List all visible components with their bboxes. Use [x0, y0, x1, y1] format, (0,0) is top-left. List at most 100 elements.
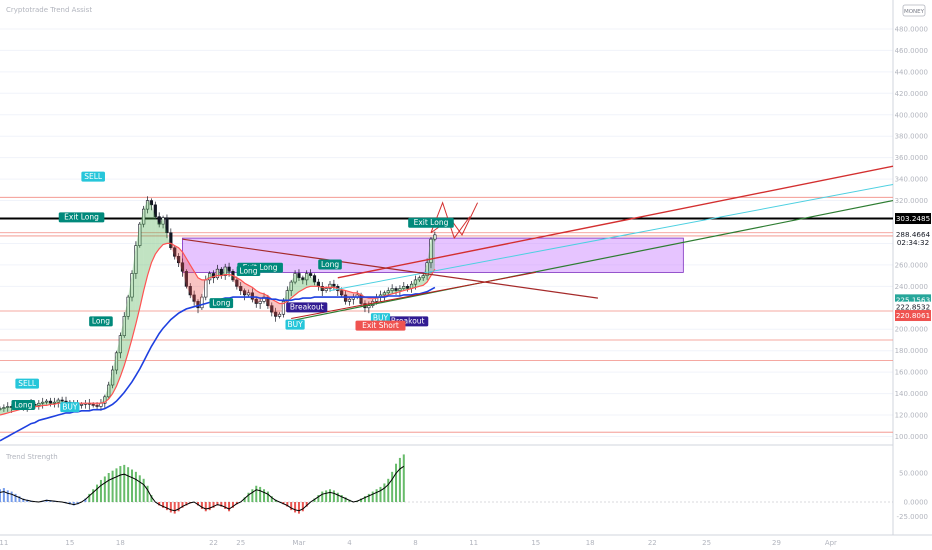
- y-tick-label: 180.0000: [895, 347, 928, 355]
- osc-bar: [150, 495, 153, 502]
- osc-bar: [255, 485, 258, 502]
- osc-bar: [391, 471, 394, 502]
- ribbon-segment: [151, 204, 156, 263]
- osc-signal-line: [0, 465, 405, 512]
- osc-bar: [266, 491, 269, 502]
- osc-bar: [363, 496, 366, 502]
- ribbon-segment: [271, 299, 276, 317]
- signal-long: [209, 298, 234, 309]
- ribbon-segment: [298, 277, 303, 292]
- candle-body: [180, 262, 185, 272]
- x-tick-label: Apr: [825, 539, 837, 547]
- signal-buy: [60, 402, 80, 413]
- candle-body: [169, 232, 173, 249]
- osc-bar: [344, 497, 347, 502]
- ribbon-segment: [236, 277, 241, 291]
- ribbon-segment: [275, 301, 280, 317]
- trendlines[interactable]: [182, 165, 894, 322]
- y-tick-label: 340.0000: [895, 176, 928, 184]
- ribbon-segment: [411, 279, 416, 289]
- osc-bar: [96, 484, 99, 502]
- candle-body: [293, 273, 297, 283]
- osc-bar: [212, 502, 215, 508]
- candle-body: [64, 400, 68, 403]
- osc-bar: [181, 502, 184, 508]
- red-ascending-trendline[interactable]: [291, 271, 536, 320]
- ribbon-segment: [112, 352, 117, 394]
- candle-body: [211, 273, 216, 279]
- candle-body: [274, 311, 278, 317]
- candle-body: [142, 208, 146, 225]
- candle-body: [161, 217, 165, 225]
- time-axis[interactable]: 11 15 18 22 25 Mar 4 8 11 15 18 22 25 29 Apr: [0, 539, 837, 547]
- x-tick-label: 25: [702, 539, 711, 547]
- signal-label: BUY: [62, 402, 78, 411]
- x-tick-label: 29: [772, 539, 781, 547]
- osc-bar: [26, 499, 29, 502]
- candle-body: [254, 298, 258, 304]
- x-tick-label: 25: [236, 539, 245, 547]
- oscillator-label: Trend Strength: [5, 453, 58, 461]
- ribbon-segment: [201, 279, 206, 298]
- ribbon-segment: [302, 273, 307, 290]
- signal-exit: [58, 212, 105, 223]
- price-tag-bg: [895, 228, 931, 240]
- x-tick-label: 4: [347, 539, 352, 547]
- candle-body: [398, 288, 402, 291]
- osc-bar: [336, 492, 339, 502]
- price-axis[interactable]: 480.0000 460.0000 440.0000 420.0000 400.0000…: [895, 25, 931, 521]
- price-tag: 02:34:32: [897, 238, 929, 247]
- ribbon-segment: [252, 287, 257, 304]
- ribbon-segment: [306, 273, 311, 288]
- osc-bar: [395, 463, 398, 502]
- signal-label: BUY: [373, 313, 389, 322]
- candle-body: [243, 290, 247, 296]
- red-descending-trendline[interactable]: [182, 238, 599, 299]
- candle-body: [227, 266, 231, 272]
- candle-body: [262, 296, 266, 302]
- y-tick-label: 400.0000: [895, 111, 928, 119]
- osc-bar: [146, 485, 149, 502]
- osc-bar: [224, 502, 227, 509]
- osc-bar: [200, 502, 203, 509]
- ribbon-segment: [139, 209, 144, 308]
- candle-body: [79, 404, 84, 406]
- red-channel-upper[interactable]: [337, 165, 894, 279]
- y-tick-label: 140.0000: [895, 390, 928, 398]
- candle-body: [122, 316, 126, 336]
- osc-bar: [251, 489, 254, 502]
- osc-bar: [286, 502, 289, 507]
- signal-long: [318, 259, 342, 270]
- ribbon-segment: [232, 275, 237, 287]
- green-channel-lower[interactable]: [291, 199, 894, 322]
- x-tick-label: 18: [116, 539, 125, 547]
- price-tag-bg: [895, 310, 931, 322]
- ribbon-segment: [314, 282, 319, 287]
- ribbon-segment: [159, 217, 164, 249]
- osc-bar: [127, 467, 130, 502]
- candle-body: [130, 273, 134, 298]
- logo-badge-text: MONEY: [904, 9, 925, 15]
- candle-body: [320, 286, 324, 291]
- osc-bar: [197, 502, 200, 506]
- osc-bar: [92, 489, 95, 502]
- candle-body: [48, 400, 53, 404]
- x-tick-label: 11: [469, 539, 478, 547]
- osc-bar: [177, 502, 180, 512]
- y-tick-label: 240.0000: [895, 283, 928, 291]
- signal-label: SELL: [84, 172, 103, 181]
- candle-body: [208, 273, 212, 281]
- y-tick-label: 420.0000: [895, 90, 928, 98]
- candle-body: [188, 286, 192, 296]
- ribbon-segment: [0, 407, 4, 416]
- ribbon-segment: [34, 403, 39, 407]
- candle-body: [223, 266, 227, 276]
- ribbon-segment: [116, 335, 121, 387]
- osc-tick-label: 50.0000: [899, 470, 928, 478]
- osc-bar: [231, 502, 234, 508]
- osc-bar: [119, 466, 122, 502]
- ribbon-segment: [260, 292, 265, 302]
- candle-body: [60, 399, 64, 402]
- osc-bar: [325, 490, 328, 502]
